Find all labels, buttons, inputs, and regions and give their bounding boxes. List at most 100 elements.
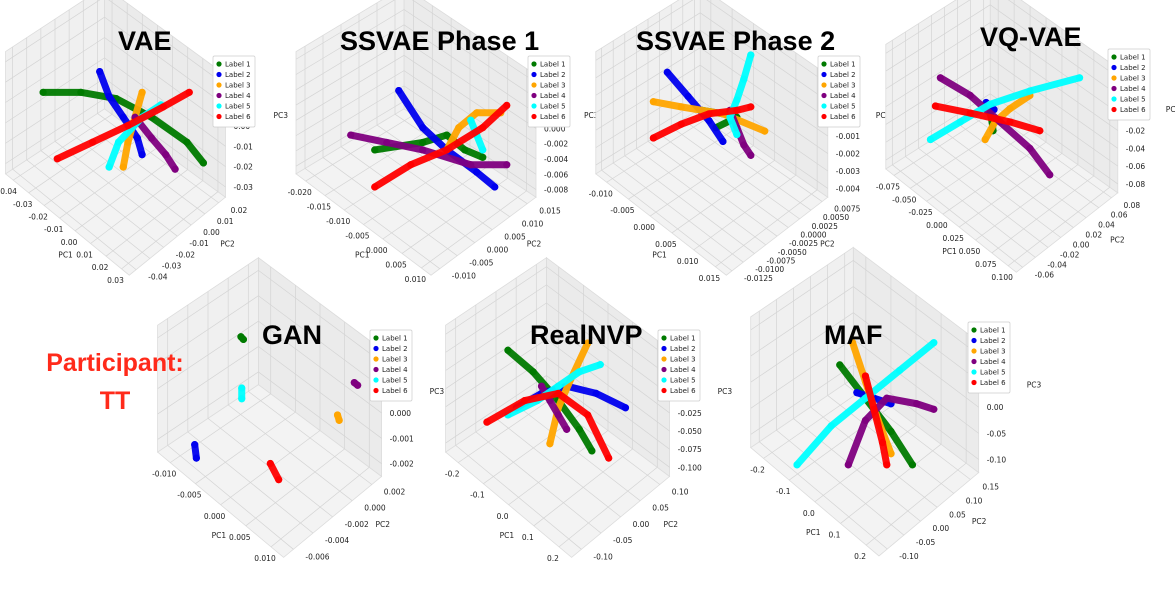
data-point	[105, 92, 113, 101]
data-point	[836, 361, 844, 369]
chart-panel-ssvae-phase-2: -0.010 -0.005 0.000 0.005 0.010 0.015 PC1 0.007…	[589, 0, 891, 322]
legend: Label 1 Label 2 Label 3 Label 4 Label 5 Label…	[1107, 48, 1151, 121]
legend-label: Label 4	[980, 358, 1006, 366]
x-tick-label: 0.2	[854, 552, 866, 561]
data-point	[931, 102, 940, 110]
data-point	[546, 440, 554, 448]
legend-marker	[373, 387, 379, 394]
data-point	[479, 153, 487, 161]
x-axis-label: PC1	[212, 531, 227, 540]
data-point	[239, 335, 248, 344]
y-tick-label: -0.04	[148, 273, 168, 282]
legend: Label 1 Label 2 Label 3 Label 4 Label 5 Label…	[369, 329, 413, 402]
y-tick-label: 0.06	[1111, 211, 1128, 220]
chart-3d-plot: -0.04-0.03-0.02-0.010.000.010.020.03PC10…	[0, 0, 288, 285]
data-point	[733, 96, 741, 104]
chart-title: RealNVP	[530, 320, 643, 350]
legend-label: Label 2	[382, 345, 408, 353]
z-tick-label: -0.006	[544, 170, 568, 179]
data-point	[503, 161, 511, 169]
legend-label: Label 1	[382, 335, 408, 343]
chart-title: VAE	[118, 26, 172, 56]
z-tick-label: 0.000	[544, 124, 566, 133]
z-tick-label: -0.06	[1126, 162, 1146, 171]
data-point	[124, 121, 132, 130]
data-point	[733, 106, 741, 114]
legend-label: Label 3	[830, 82, 856, 90]
data-point	[1036, 127, 1044, 135]
legend-marker	[971, 379, 977, 386]
legend-marker	[821, 82, 827, 88]
legend-marker	[971, 348, 977, 354]
x-tick-label: 0.010	[677, 257, 699, 266]
z-tick-label: -0.025	[678, 409, 702, 418]
x-tick-label: 0.000	[633, 223, 655, 232]
chart-3d-plot: -0.010 -0.005 0.0000.0050.0100.015 PC1 0.007…	[589, 0, 891, 283]
y-axis-label: PC2	[527, 239, 542, 248]
data-point	[761, 127, 769, 135]
data-point	[266, 459, 274, 468]
y-tick-label: -0.01	[189, 239, 209, 248]
data-point	[395, 86, 403, 95]
data-point	[335, 416, 343, 424]
chart-panel-realnvp: -0.2 -0.1 0.0 0.1 0.2 PC1 0.10 0.05 0.00 -0.05 -0.…	[440, 256, 732, 606]
legend: Label 1 Label 2 Label 3 Label 4 Label 5 Label…	[817, 55, 861, 128]
x-tick-label: -0.020	[288, 188, 312, 197]
data-point	[119, 163, 127, 171]
y-tick-label: 0.00	[203, 228, 220, 237]
legend-marker	[821, 92, 827, 99]
data-point	[467, 161, 475, 169]
legend-label: Label 4	[225, 92, 251, 100]
y-tick-label: -0.0125	[744, 274, 773, 283]
y-tick-label: -0.10	[899, 552, 919, 561]
y-tick-label: 0.00	[933, 524, 950, 533]
z-tick-label: -0.002	[390, 460, 414, 469]
legend-marker	[216, 113, 222, 120]
x-tick-label: -0.04	[0, 187, 17, 196]
legend-label: Label 4	[830, 92, 856, 100]
legend-label: Label 2	[980, 337, 1006, 345]
data-point	[733, 130, 741, 139]
legend-marker	[1111, 85, 1117, 92]
y-tick-label: 0.10	[672, 488, 689, 497]
legend-label: Label 3	[382, 356, 408, 364]
z-tick-label: -0.002	[836, 150, 860, 159]
data-point	[479, 124, 487, 132]
y-tick-label: -0.002	[345, 520, 369, 529]
data-point	[677, 120, 685, 128]
chart-panel-gan: -0.010 -0.005 0.000 0.005 0.010 PC1 0.002 0.000…	[152, 256, 444, 606]
data-point	[1006, 118, 1014, 126]
legend-marker	[661, 345, 667, 352]
y-tick-label: -0.006	[305, 552, 329, 561]
legend-label: Label 6	[540, 113, 566, 121]
z-axis-label: PC3	[1027, 381, 1042, 390]
y-tick-label: -0.0100	[755, 265, 784, 274]
z-tick-label: -0.10	[987, 455, 1007, 464]
x-tick-label: 0.0	[497, 512, 509, 521]
data-point	[192, 454, 200, 462]
legend-marker	[216, 92, 222, 99]
data-point	[238, 384, 246, 392]
data-point	[383, 138, 391, 147]
legend-label: Label 5	[382, 377, 408, 385]
legend-marker	[216, 61, 222, 67]
z-axis-label: PC3	[718, 387, 733, 396]
y-tick-label: 0.0050	[823, 213, 849, 222]
data-point	[159, 103, 167, 111]
data-point	[491, 183, 499, 191]
data-point	[1026, 87, 1034, 95]
y-tick-label: -0.05	[916, 538, 936, 547]
x-axis-label: PC1	[806, 528, 821, 537]
data-point	[354, 381, 362, 389]
legend-label: Label 6	[830, 113, 856, 121]
data-point	[966, 91, 974, 100]
y-tick-label: -0.05	[613, 536, 633, 545]
legend-label: Label 5	[670, 377, 696, 385]
legend-label: Label 4	[1120, 85, 1146, 93]
legend-marker	[821, 103, 827, 109]
legend-label: Label 2	[540, 71, 566, 79]
x-axis-label: PC1	[942, 247, 957, 256]
legend-label: Label 6	[980, 379, 1006, 387]
x-tick-label: 0.000	[204, 512, 226, 521]
legend-marker	[531, 82, 537, 88]
